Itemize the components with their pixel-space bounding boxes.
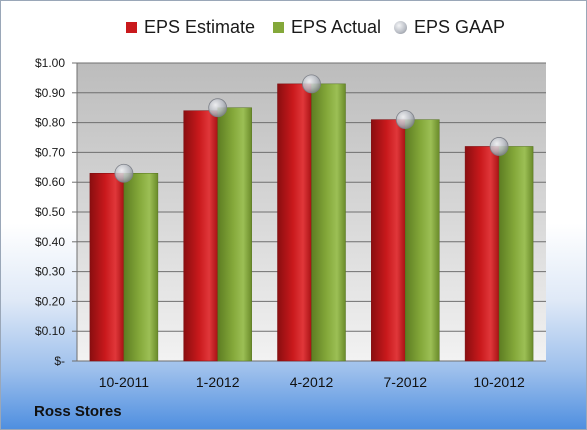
bar-eps-estimate — [89, 173, 125, 362]
x-tick-label: 10-2011 — [99, 374, 150, 390]
y-tick-label: $0.80 — [35, 116, 65, 130]
bar-eps-estimate — [464, 146, 500, 362]
bar-eps-estimate — [183, 110, 218, 362]
bar-eps-actual — [123, 173, 159, 362]
y-tick-label: $1.00 — [35, 56, 65, 70]
legend-swatch — [126, 22, 137, 33]
bar-eps-actual — [405, 119, 440, 362]
legend: EPS Estimate EPS Actual EPS GAAP — [1, 17, 586, 43]
company-name: Ross Stores — [34, 403, 122, 420]
y-tick-label: $0.90 — [35, 86, 65, 100]
legend-eps-actual: EPS Actual — [273, 17, 381, 38]
legend-swatch — [394, 21, 407, 34]
legend-eps-gaap: EPS GAAP — [394, 17, 505, 38]
marker-eps-gaap — [395, 110, 415, 130]
y-tick-label: $0.70 — [35, 145, 65, 159]
y-tick-label: $- — [54, 354, 65, 368]
legend-label: EPS Actual — [291, 17, 382, 37]
bar-eps-estimate — [371, 119, 406, 362]
y-tick-label: $0.40 — [35, 235, 65, 249]
y-tick-label: $0.10 — [35, 324, 65, 338]
bar-eps-actual — [311, 83, 346, 362]
legend-label: EPS GAAP — [414, 17, 506, 37]
y-tick-label: $0.60 — [35, 175, 65, 189]
marker-eps-gaap — [302, 74, 321, 94]
y-tick-label: $0.20 — [35, 294, 65, 308]
legend-label: EPS Estimate — [144, 17, 256, 37]
marker-eps-gaap — [208, 98, 228, 118]
bar-eps-estimate — [277, 83, 312, 362]
bar-eps-actual — [217, 107, 252, 362]
marker-eps-gaap — [114, 163, 134, 183]
x-tick-label: 4-2012 — [290, 374, 334, 390]
legend-swatch — [273, 22, 284, 33]
y-tick-label: $0.50 — [35, 205, 65, 219]
bar-eps-actual — [498, 146, 534, 362]
legend-eps-estimate: EPS Estimate — [126, 17, 255, 38]
x-tick-label: 10-2012 — [473, 374, 525, 390]
y-tick-label: $0.30 — [35, 265, 65, 279]
x-tick-label: 7-2012 — [384, 374, 428, 390]
x-tick-label: 1-2012 — [196, 374, 240, 390]
marker-eps-gaap — [489, 137, 509, 156]
